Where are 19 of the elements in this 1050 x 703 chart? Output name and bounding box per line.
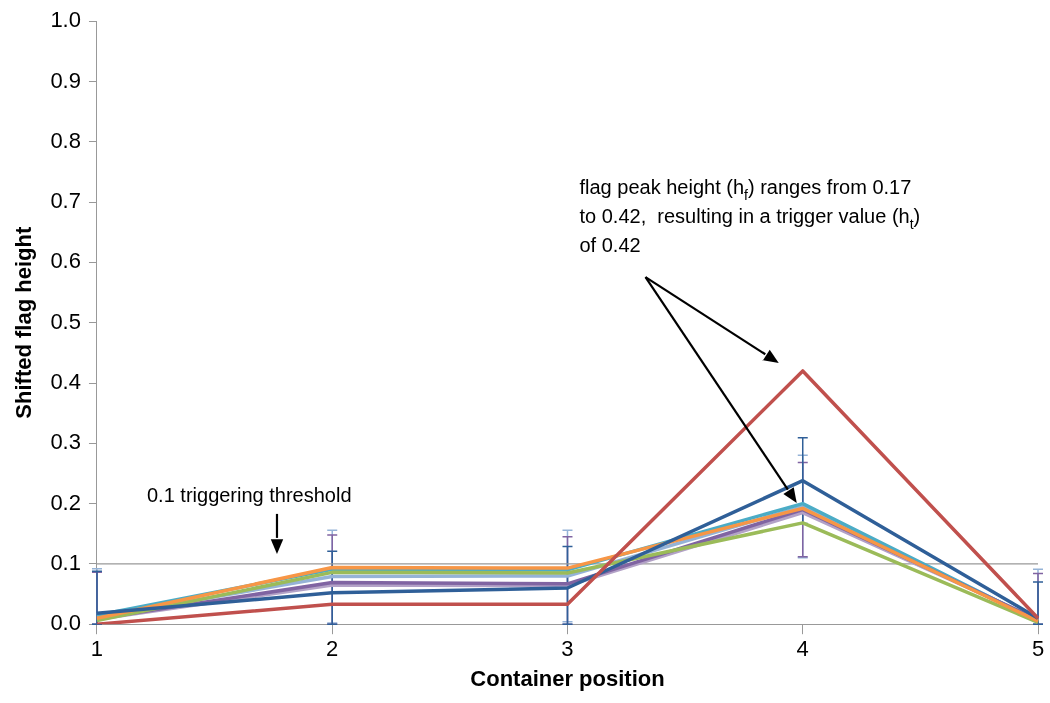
y-tick-label: 0.5 (50, 308, 81, 334)
ref-line-label: 0.1 triggering threshold (146, 483, 352, 506)
x-axis-title: Container position (470, 665, 665, 691)
y-tick-label: 0.7 (50, 188, 81, 214)
y-tick-label: 0.3 (50, 429, 81, 455)
y-tick-label: 0.8 (50, 127, 81, 153)
x-tick-label: 4 (796, 636, 809, 662)
y-tick-label: 0.0 (50, 610, 81, 636)
y-tick-label: 0.6 (50, 248, 81, 274)
y-tick-label: 0.9 (50, 67, 81, 93)
y-axis-title: Shifted flag height (11, 226, 37, 419)
x-tick-label: 3 (561, 636, 574, 662)
x-tick-label: 2 (326, 636, 339, 662)
x-tick-label: 5 (1031, 636, 1045, 662)
y-tick-label: 0.4 (50, 369, 81, 395)
y-tick-label: 0.1 (50, 549, 81, 575)
y-tick-label: 1.0 (50, 7, 81, 33)
x-tick-label: 1 (90, 636, 104, 662)
y-tick-label: 0.2 (50, 489, 81, 515)
